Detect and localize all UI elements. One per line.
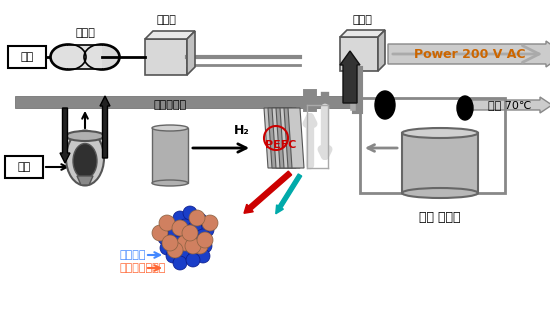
Circle shape: [152, 225, 168, 241]
Circle shape: [193, 213, 207, 227]
FancyBboxPatch shape: [68, 45, 102, 69]
Circle shape: [192, 238, 208, 254]
Text: PEFC: PEFC: [265, 140, 296, 150]
FancyArrow shape: [465, 97, 550, 113]
FancyBboxPatch shape: [145, 39, 187, 75]
Circle shape: [170, 236, 184, 250]
Polygon shape: [268, 108, 284, 168]
Circle shape: [173, 211, 187, 225]
FancyArrow shape: [244, 171, 292, 213]
Text: 燃料改質器: 燃料改質器: [153, 100, 186, 110]
FancyBboxPatch shape: [8, 46, 46, 68]
Ellipse shape: [66, 130, 104, 185]
Text: 白金原子: 白金原子: [120, 250, 146, 260]
Circle shape: [180, 231, 194, 245]
Text: H₂: H₂: [234, 124, 250, 137]
Polygon shape: [145, 31, 195, 39]
Text: 空気: 空気: [20, 52, 34, 62]
Ellipse shape: [375, 91, 395, 119]
Circle shape: [190, 234, 204, 248]
Polygon shape: [284, 108, 300, 168]
FancyBboxPatch shape: [340, 37, 378, 71]
Polygon shape: [378, 30, 385, 71]
Polygon shape: [264, 108, 280, 168]
Circle shape: [177, 235, 193, 251]
Circle shape: [166, 249, 180, 263]
Circle shape: [173, 256, 187, 270]
Ellipse shape: [402, 128, 478, 138]
Ellipse shape: [402, 188, 478, 198]
FancyBboxPatch shape: [15, 96, 355, 108]
Circle shape: [163, 221, 177, 235]
Ellipse shape: [152, 125, 188, 131]
FancyBboxPatch shape: [402, 133, 478, 193]
Text: 温水 70℃: 温水 70℃: [488, 100, 532, 110]
Circle shape: [167, 242, 183, 258]
Circle shape: [162, 235, 178, 251]
Circle shape: [196, 249, 210, 263]
Circle shape: [182, 225, 198, 241]
Polygon shape: [280, 108, 296, 168]
Text: 加湿機: 加湿機: [156, 15, 176, 25]
Circle shape: [197, 232, 213, 248]
Text: 送風機: 送風機: [75, 28, 95, 38]
Ellipse shape: [51, 45, 85, 69]
Polygon shape: [77, 176, 93, 185]
Circle shape: [189, 210, 205, 226]
Ellipse shape: [85, 45, 119, 69]
FancyArrow shape: [276, 174, 302, 214]
Ellipse shape: [73, 143, 97, 179]
Text: Power 200 V AC: Power 200 V AC: [414, 47, 526, 60]
Polygon shape: [272, 108, 288, 168]
FancyArrow shape: [340, 51, 360, 103]
Text: 変換機: 変換機: [352, 15, 372, 25]
Circle shape: [200, 223, 214, 237]
Text: 温水 タンク: 温水 タンク: [419, 211, 461, 224]
Circle shape: [198, 239, 212, 253]
FancyBboxPatch shape: [5, 156, 43, 178]
Circle shape: [178, 246, 192, 260]
Circle shape: [172, 220, 188, 236]
Circle shape: [188, 243, 202, 257]
FancyArrow shape: [100, 96, 110, 158]
Polygon shape: [187, 31, 195, 75]
Ellipse shape: [152, 180, 188, 186]
Circle shape: [188, 221, 202, 235]
Circle shape: [178, 219, 192, 233]
Circle shape: [185, 238, 201, 254]
Text: 燃料: 燃料: [18, 162, 31, 172]
Circle shape: [158, 231, 172, 245]
Circle shape: [183, 206, 197, 220]
FancyArrow shape: [388, 41, 550, 67]
Circle shape: [186, 253, 200, 267]
Polygon shape: [288, 108, 304, 168]
FancyBboxPatch shape: [152, 128, 188, 183]
Polygon shape: [276, 108, 292, 168]
Circle shape: [159, 215, 175, 231]
Circle shape: [202, 215, 218, 231]
Circle shape: [196, 229, 210, 243]
Circle shape: [160, 241, 174, 255]
Ellipse shape: [66, 131, 104, 141]
FancyBboxPatch shape: [68, 45, 100, 69]
Ellipse shape: [457, 96, 473, 120]
FancyArrow shape: [60, 108, 70, 163]
Circle shape: [168, 226, 182, 240]
Text: ルテニウム原子: ルテニウム原子: [120, 263, 166, 273]
Polygon shape: [340, 30, 385, 37]
